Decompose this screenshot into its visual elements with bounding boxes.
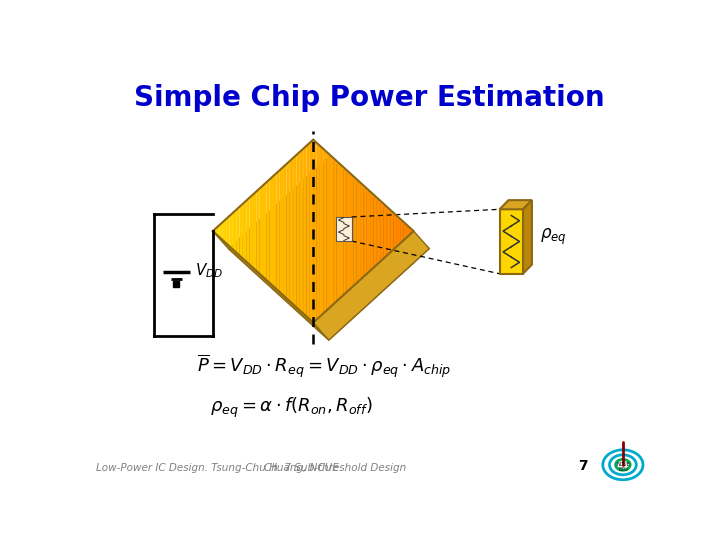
Polygon shape (350, 173, 354, 289)
Polygon shape (384, 204, 387, 259)
Polygon shape (283, 164, 287, 298)
Polygon shape (356, 179, 360, 283)
Polygon shape (213, 231, 329, 340)
Polygon shape (310, 140, 313, 322)
Polygon shape (320, 146, 323, 316)
Polygon shape (250, 194, 253, 268)
Polygon shape (216, 225, 220, 237)
Text: NCUE
EEU: NCUE EEU (616, 462, 630, 472)
Text: $V_{DD}$: $V_{DD}$ (195, 262, 223, 280)
Polygon shape (230, 213, 233, 249)
Polygon shape (360, 183, 364, 280)
Polygon shape (303, 146, 307, 316)
Polygon shape (327, 152, 330, 310)
Polygon shape (364, 185, 366, 277)
Polygon shape (323, 149, 327, 313)
Polygon shape (253, 192, 256, 271)
Polygon shape (317, 143, 320, 320)
Polygon shape (333, 158, 337, 305)
Bar (336, 217, 351, 241)
Polygon shape (266, 179, 270, 283)
Polygon shape (347, 170, 350, 292)
Polygon shape (273, 173, 276, 289)
Polygon shape (263, 183, 266, 280)
Text: $\overline{P} = V_{DD} \cdot R_{eq} = V_{DD} \cdot \rho_{eq} \cdot A_{chip}$: $\overline{P} = V_{DD} \cdot R_{eq} = V_… (197, 353, 451, 380)
Text: 7: 7 (578, 459, 588, 473)
Polygon shape (276, 170, 280, 292)
Polygon shape (404, 222, 407, 240)
Polygon shape (256, 188, 260, 274)
Polygon shape (374, 194, 377, 268)
Text: $\rho_{eq} = \alpha \cdot f(R_{on}, R_{off})$: $\rho_{eq} = \alpha \cdot f(R_{on}, R_{o… (210, 396, 372, 420)
Polygon shape (313, 231, 429, 340)
Polygon shape (246, 198, 250, 265)
Text: Simple Chip Power Estimation: Simple Chip Power Estimation (134, 84, 604, 112)
Polygon shape (226, 216, 230, 246)
Polygon shape (523, 200, 532, 274)
Polygon shape (354, 176, 356, 286)
Polygon shape (410, 228, 414, 234)
Polygon shape (370, 192, 374, 271)
Polygon shape (343, 167, 347, 295)
Polygon shape (380, 201, 384, 261)
Bar (500, 210, 523, 274)
Polygon shape (330, 155, 333, 307)
Polygon shape (270, 176, 273, 286)
Polygon shape (287, 161, 289, 301)
Polygon shape (289, 158, 293, 305)
Polygon shape (337, 161, 340, 301)
Polygon shape (300, 149, 303, 313)
Polygon shape (243, 201, 246, 261)
Polygon shape (377, 198, 380, 265)
Polygon shape (228, 157, 429, 340)
Polygon shape (220, 222, 222, 240)
Polygon shape (236, 207, 240, 255)
Polygon shape (394, 213, 397, 249)
Polygon shape (307, 143, 310, 320)
Polygon shape (340, 164, 343, 298)
Polygon shape (387, 207, 390, 255)
Polygon shape (233, 210, 236, 253)
Polygon shape (222, 219, 226, 244)
Polygon shape (407, 225, 410, 237)
Text: Low-Power IC Design. Tsung-Chu Huang, NCUE: Low-Power IC Design. Tsung-Chu Huang, NC… (96, 463, 338, 473)
Polygon shape (313, 140, 317, 322)
Polygon shape (366, 188, 370, 274)
Polygon shape (293, 155, 297, 307)
Polygon shape (400, 219, 404, 244)
Polygon shape (240, 204, 243, 259)
Polygon shape (280, 167, 283, 295)
Polygon shape (260, 185, 263, 277)
Text: Ch. 7 Sub-threshold Design: Ch. 7 Sub-threshold Design (264, 463, 407, 473)
Polygon shape (500, 200, 532, 210)
Polygon shape (297, 152, 300, 310)
Polygon shape (397, 216, 400, 246)
Polygon shape (390, 210, 394, 253)
Polygon shape (213, 228, 216, 234)
Text: $\rho_{eq}$: $\rho_{eq}$ (540, 227, 567, 247)
